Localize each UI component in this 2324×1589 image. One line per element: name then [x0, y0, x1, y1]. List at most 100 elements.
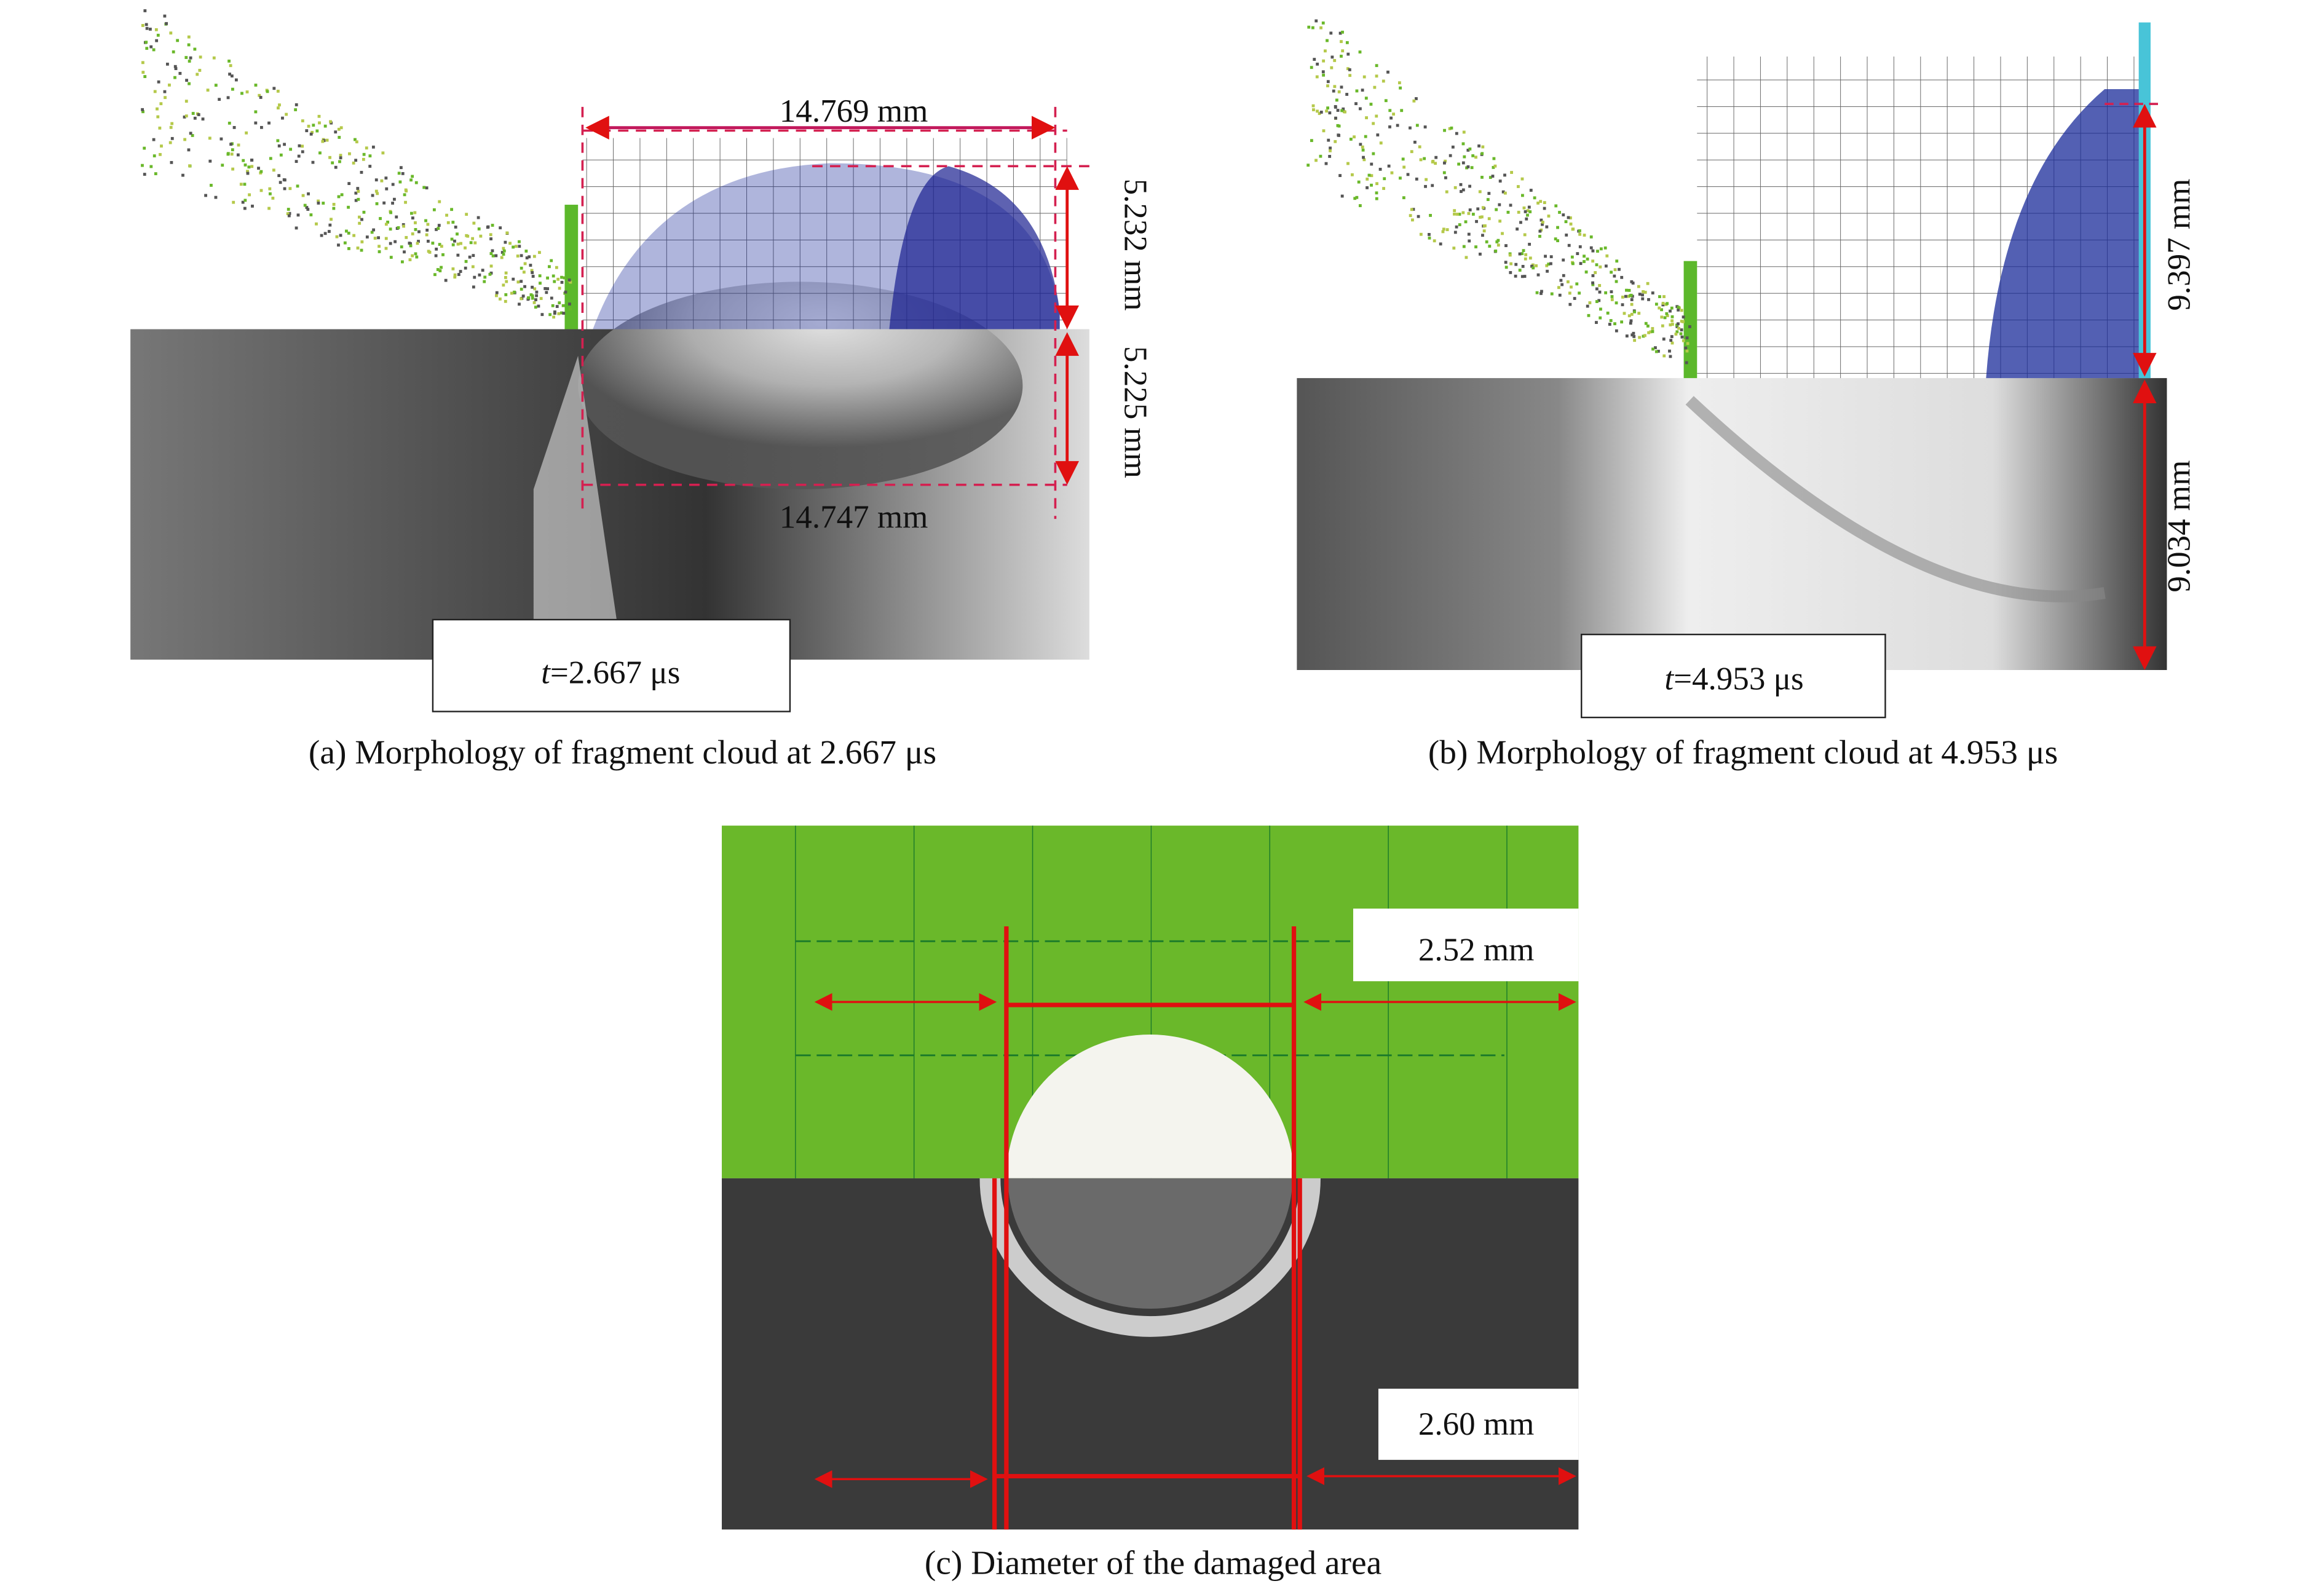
fragment [1670, 306, 1674, 310]
fragment [1487, 217, 1491, 221]
fragment [1544, 254, 1547, 258]
fragment [1524, 210, 1527, 213]
fragment [538, 251, 541, 254]
fragment [159, 152, 162, 156]
fragment [1685, 361, 1688, 365]
fragment [160, 144, 163, 148]
fragment [1417, 215, 1420, 218]
fragment [446, 221, 450, 224]
fragment [1541, 221, 1544, 224]
fragment [362, 210, 366, 214]
fragment [534, 298, 537, 302]
fragment [414, 181, 418, 184]
fragment [1518, 269, 1522, 272]
fragment [1649, 330, 1653, 334]
fragment [191, 112, 195, 115]
fragment [1504, 261, 1508, 264]
fragment [498, 298, 502, 301]
fragment [494, 254, 498, 258]
fragment [411, 254, 414, 258]
fragment [1510, 171, 1513, 174]
fragment [1523, 275, 1527, 278]
fragment [1522, 249, 1525, 253]
fragment [1571, 262, 1575, 266]
fragment [141, 71, 145, 74]
fragment [558, 286, 561, 290]
fragment [380, 179, 384, 183]
fragment [1365, 116, 1368, 119]
fragment [184, 114, 188, 118]
fragment [355, 140, 358, 144]
fragment [393, 197, 396, 201]
fragment [1367, 173, 1371, 177]
fragment [373, 237, 377, 240]
fragment [1409, 214, 1412, 218]
fragment [1470, 166, 1474, 170]
fragment [374, 189, 378, 193]
fragment [170, 160, 173, 164]
fragment [1568, 302, 1572, 306]
fragment [539, 297, 543, 301]
fragment [1554, 204, 1558, 208]
fragment [1397, 81, 1401, 85]
fragment [1328, 111, 1332, 115]
fragment [246, 172, 250, 175]
fragment [567, 278, 571, 282]
fragment [1325, 109, 1329, 113]
fragment [1456, 213, 1459, 216]
fragment [1610, 295, 1614, 298]
fragment [1444, 159, 1447, 163]
fragment [516, 280, 520, 284]
fragment [1539, 292, 1543, 295]
fragment [512, 277, 515, 281]
fragment [305, 129, 309, 133]
fragment [243, 207, 247, 210]
fragment [550, 296, 553, 300]
fragment [325, 138, 329, 142]
fragment [1415, 177, 1418, 181]
fragment [520, 254, 523, 258]
fragment [317, 199, 320, 203]
fragment [248, 193, 251, 197]
fragment [532, 301, 536, 304]
fragment [1495, 240, 1499, 243]
fragment [1643, 334, 1646, 337]
fragment [279, 153, 283, 157]
fragment [141, 61, 144, 65]
fragment [1324, 49, 1327, 53]
fragment [445, 213, 448, 217]
fragment [1658, 306, 1661, 310]
fragment [315, 129, 319, 133]
fragment [397, 226, 400, 229]
fragment [464, 259, 468, 263]
fragment [1494, 249, 1498, 253]
fragment [145, 26, 149, 30]
fragment [193, 47, 197, 51]
fragment [347, 247, 350, 250]
fragment [1632, 331, 1635, 335]
fragment [1375, 114, 1378, 118]
fragment [1491, 175, 1495, 178]
fragment [279, 181, 282, 184]
fragment [1504, 244, 1508, 248]
fragment [269, 157, 272, 160]
fragment [1402, 196, 1405, 200]
fragment [534, 306, 537, 309]
fragment [453, 273, 457, 277]
fragment [1348, 74, 1352, 77]
fragment [1384, 99, 1388, 103]
fragment [1547, 215, 1551, 218]
fragment [144, 23, 148, 26]
fragment [208, 159, 212, 163]
fragment [502, 283, 505, 287]
fragment [1375, 191, 1378, 195]
fragment [422, 186, 426, 189]
fragment [339, 126, 343, 130]
fragment [1546, 269, 1549, 273]
fragment [469, 241, 473, 245]
fragment [504, 240, 507, 244]
fragment [1402, 165, 1406, 169]
fragment [489, 233, 492, 237]
fragment [1410, 150, 1413, 154]
fragment [409, 244, 413, 248]
